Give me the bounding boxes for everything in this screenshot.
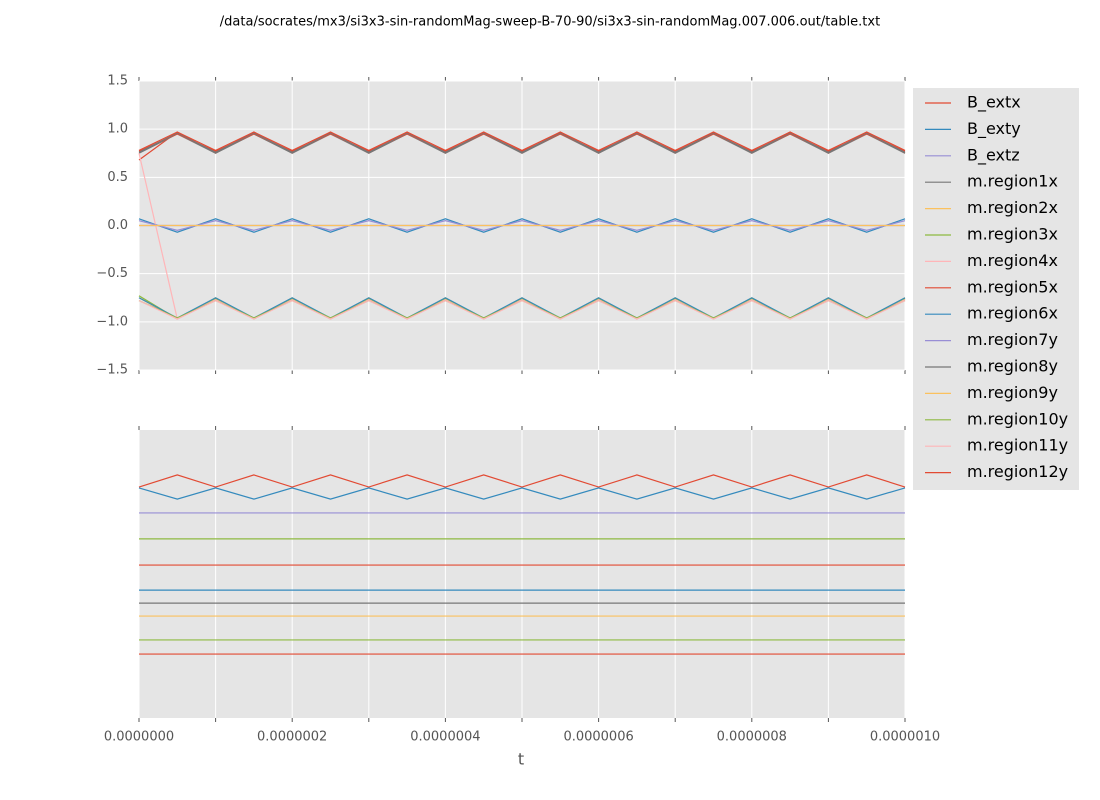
legend-box xyxy=(913,88,1079,490)
legend-label: m.region1x xyxy=(967,172,1058,191)
series-line xyxy=(138,218,906,233)
y-tick-label: 0.0 xyxy=(107,218,128,233)
legend-label: m.region9y xyxy=(967,383,1058,402)
series-line xyxy=(138,487,906,500)
legend-label: m.region10y xyxy=(967,409,1068,428)
y-tick-label: −1.5 xyxy=(96,363,128,378)
legend-label: m.region6x xyxy=(967,304,1058,323)
y-tick-label: 1.0 xyxy=(107,122,128,137)
x-tick-label: 0.0000004 xyxy=(410,730,480,745)
y-tick-label: −1.0 xyxy=(96,314,128,329)
legend-label: m.region3x xyxy=(967,225,1058,244)
legend-label: B_extx xyxy=(967,93,1021,113)
legend-label: m.region7y xyxy=(967,330,1058,349)
series-line xyxy=(138,131,906,152)
legend-label: B_exty xyxy=(967,119,1021,139)
x-tick-label: 0.0000010 xyxy=(870,730,940,745)
y-tick-label: 0.5 xyxy=(107,170,128,185)
x-tick-label: 0.0000002 xyxy=(257,730,327,745)
series-line xyxy=(138,220,906,231)
x-tick-label: 0.0000008 xyxy=(717,730,787,745)
y-tick-label: 1.5 xyxy=(107,74,128,89)
legend-label: m.region12y xyxy=(967,462,1068,481)
y-tick-label: −0.5 xyxy=(96,266,128,281)
series-line xyxy=(138,474,906,488)
chart-title: /data/socrates/mx3/si3x3-sin-randomMag-s… xyxy=(220,15,880,30)
legend-label: B_extz xyxy=(967,145,1020,165)
series-line xyxy=(138,299,906,320)
legend-label: m.region2x xyxy=(967,198,1058,217)
legend-label: m.region11y xyxy=(967,436,1068,455)
legend-label: m.region4x xyxy=(967,251,1058,270)
series-line xyxy=(138,132,906,153)
x-tick-label: 0.0000000 xyxy=(104,730,174,745)
series-line xyxy=(138,297,906,319)
x-axis-label: t xyxy=(518,750,524,769)
x-tick-label: 0.0000006 xyxy=(563,730,633,745)
legend-label: m.region5x xyxy=(967,277,1058,296)
legend-label: m.region8y xyxy=(967,357,1058,376)
